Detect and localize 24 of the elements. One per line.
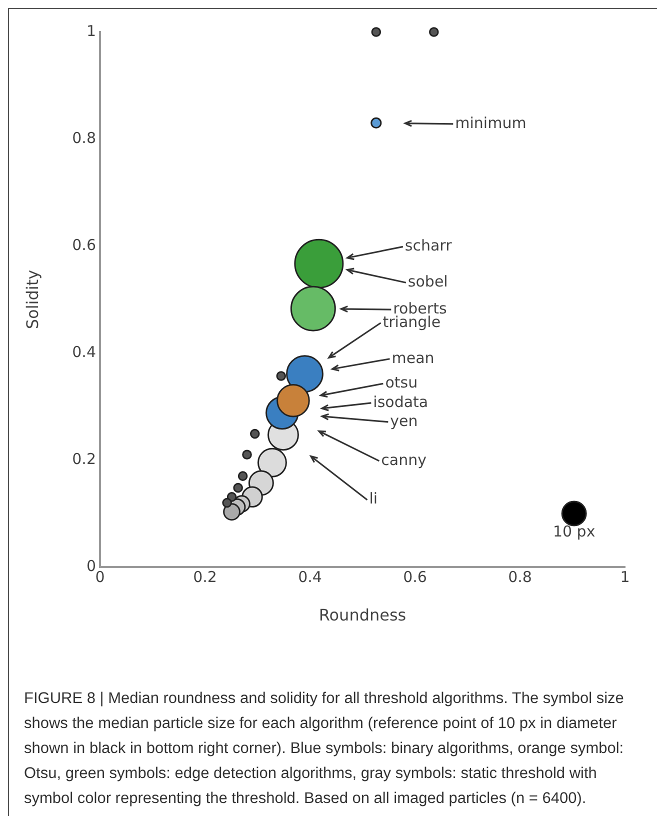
annotation: triangle <box>382 312 441 331</box>
y-tick-label: 0.4 <box>72 342 96 361</box>
y-tick-label: 0.2 <box>72 450 96 468</box>
annotation: mean <box>392 348 434 367</box>
x-tick-label: 0.2 <box>193 568 217 586</box>
annotation: minimum <box>455 114 526 132</box>
x-axis-title: Roundness <box>318 606 406 625</box>
annotation: 10 px <box>552 522 596 540</box>
caption: FIGURE 8 | Median roundness and solidity for all threshold algorithms. The symbol size shows the median particle size for each algorithm (reference point of 10 px in diameter shown in black in bottom right corner). Blue symbols: binary algorithms, orange symbol: Otsu, green symbols: edge detection algorithms, gray symbols: static threshold with symbol color representing the threshold. Based on all imaged particles (n = 6400). <box>24 689 625 809</box>
annotation: isodata <box>373 392 428 411</box>
x-tick-label: 1 <box>620 568 630 586</box>
annotation: canny <box>381 450 427 469</box>
x-tick-label: 0.6 <box>403 568 427 586</box>
y-tick-label: 0.8 <box>72 128 96 147</box>
x-tick-label: 0.8 <box>508 568 532 586</box>
y-tick-label: 1 <box>86 22 96 40</box>
annotation: sobel <box>408 272 448 291</box>
annotation: yen <box>390 412 418 430</box>
annotation: li <box>369 490 378 508</box>
annotation: otsu <box>385 374 418 392</box>
y-axis-title: Solidity <box>22 270 42 330</box>
x-tick-label: 0.4 <box>298 568 322 586</box>
annotation: scharr <box>404 236 453 255</box>
y-tick-label: 0.6 <box>72 236 96 254</box>
